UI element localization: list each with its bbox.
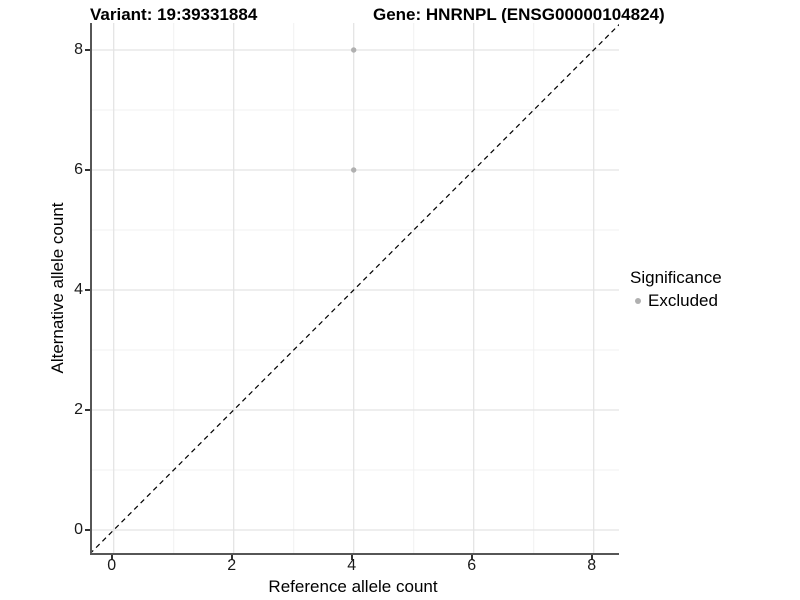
- x-tick-mark: [590, 555, 593, 560]
- x-tick-label: 0: [107, 557, 117, 574]
- x-tick-mark: [110, 555, 113, 560]
- plot-panel: [90, 23, 619, 555]
- x-axis-title: Reference allele count: [268, 577, 438, 596]
- y-tick-mark: [85, 289, 90, 291]
- data-point: [351, 47, 357, 53]
- variant-title: Variant: 19:39331884: [90, 5, 258, 24]
- x-tick-label: 2: [227, 557, 237, 574]
- data-point: [351, 167, 357, 173]
- x-tick-label: 8: [587, 557, 597, 574]
- y-tick-label: 2: [74, 401, 83, 418]
- excluded-point-icon: [635, 298, 641, 304]
- y-tick-mark: [85, 49, 90, 51]
- x-tick-label: 6: [467, 557, 477, 574]
- identity-line: [92, 23, 619, 553]
- y-tick-mark: [85, 169, 90, 171]
- legend-item-label: Excluded: [648, 291, 718, 310]
- x-tick-mark: [470, 555, 473, 560]
- legend-title: Significance: [630, 268, 722, 287]
- y-tick-label: 6: [74, 161, 83, 178]
- x-tick-label: 4: [347, 557, 357, 574]
- y-tick-mark: [85, 529, 90, 531]
- y-tick-label: 0: [74, 521, 83, 538]
- x-tick-mark: [350, 555, 353, 560]
- x-tick-mark: [230, 555, 233, 560]
- y-tick-label: 8: [74, 41, 83, 58]
- y-tick-mark: [85, 409, 90, 411]
- y-tick-label: 4: [74, 281, 83, 298]
- gene-title: Gene: HNRNPL (ENSG00000104824): [373, 5, 665, 24]
- legend: Significance Excluded: [630, 268, 722, 311]
- chart-canvas: [92, 23, 619, 553]
- legend-item-excluded: Excluded: [630, 291, 722, 311]
- y-axis-title: Alternative allele count: [48, 202, 67, 374]
